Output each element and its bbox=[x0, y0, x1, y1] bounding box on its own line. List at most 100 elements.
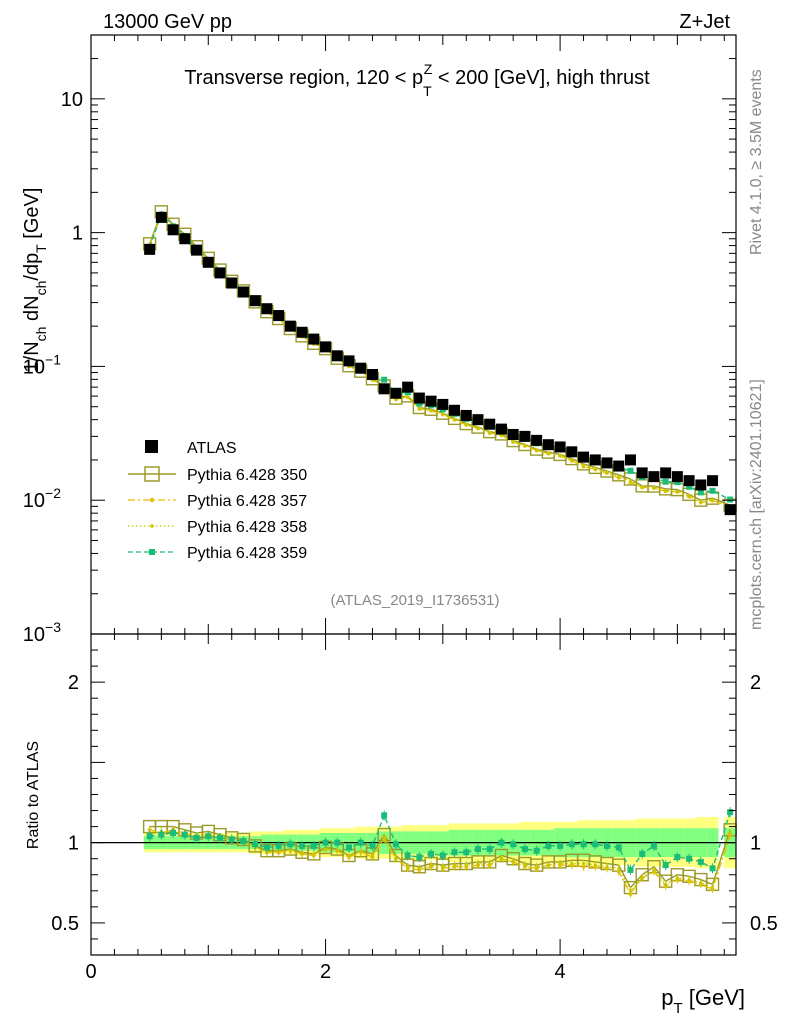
atlas-data-point bbox=[636, 467, 648, 479]
atlas-data-point bbox=[578, 451, 590, 463]
ratio-series-marker bbox=[451, 849, 458, 856]
atlas-data-point bbox=[624, 454, 636, 466]
ratio-series-marker bbox=[498, 839, 505, 846]
ratio-series-marker bbox=[240, 838, 247, 845]
ratio-series-marker bbox=[217, 834, 223, 841]
atlas-data-point bbox=[589, 454, 601, 466]
atlas-data-point bbox=[566, 446, 578, 458]
ratio-series-marker bbox=[428, 850, 435, 857]
main-series-marker bbox=[686, 483, 693, 490]
main-series-marker bbox=[441, 412, 445, 416]
main-series-marker bbox=[406, 394, 410, 399]
main-series-marker bbox=[488, 430, 492, 434]
ratio-series-marker bbox=[381, 812, 388, 819]
ratio-series-marker bbox=[146, 833, 153, 840]
x-tick-label: 2 bbox=[320, 961, 331, 983]
atlas-data-point bbox=[425, 395, 437, 407]
ratio-y-tick-label-left: 2 bbox=[68, 672, 79, 694]
ratio-series-marker bbox=[592, 841, 599, 848]
chart-title: Transverse region, 120 < pTZ < 200 [GeV]… bbox=[184, 61, 650, 99]
main-y-tick-label: 10−1 bbox=[23, 351, 61, 378]
ratio-series-marker bbox=[709, 865, 716, 872]
ratio-y-tick-label-right: 1 bbox=[750, 833, 761, 855]
ratio-series-marker bbox=[605, 865, 609, 869]
ratio-series-marker bbox=[452, 863, 457, 867]
atlas-data-point bbox=[449, 404, 461, 416]
main-series-marker bbox=[664, 488, 668, 492]
legend-label-357: Pythia 6.428 357 bbox=[187, 493, 307, 510]
ratio-series-marker bbox=[488, 861, 492, 866]
main-series-marker bbox=[640, 485, 644, 489]
ratio-y-tick-label-left: 1 bbox=[68, 833, 79, 855]
ratio-series-line bbox=[149, 829, 731, 896]
atlas-data-point bbox=[296, 326, 308, 338]
atlas-data-point bbox=[320, 341, 332, 353]
atlas-data-point bbox=[495, 423, 507, 435]
main-series-marker bbox=[627, 467, 634, 474]
atlas-data-point bbox=[519, 430, 531, 442]
ratio-series-marker bbox=[406, 865, 410, 869]
main-series-marker bbox=[687, 494, 691, 498]
main-series-marker bbox=[464, 422, 468, 426]
main-series-marker bbox=[697, 489, 704, 496]
atlas-data-point bbox=[695, 479, 707, 491]
main-y-tick-label: 1 bbox=[72, 223, 83, 245]
atlas-data-point bbox=[202, 256, 214, 268]
ratio-series-marker bbox=[639, 850, 646, 857]
ratio-series-marker bbox=[370, 853, 375, 858]
main-y-tick-label: 10−2 bbox=[23, 485, 61, 512]
legend-marker-358 bbox=[150, 524, 154, 528]
ratio-series-marker bbox=[323, 847, 328, 851]
ratio-series-marker bbox=[728, 831, 732, 835]
mcplots-note: mcplots.cern.ch [arXiv:2401.10621] bbox=[748, 379, 765, 630]
ratio-y-tick-label-right: 2 bbox=[750, 672, 761, 694]
atlas-data-point bbox=[648, 471, 660, 483]
legend-label-358: Pythia 6.428 358 bbox=[187, 519, 307, 536]
ratio-y-tick-label-left: 0.5 bbox=[51, 913, 79, 935]
rivet-note: Rivet 4.1.0, ≥ 3.5M events bbox=[748, 69, 765, 255]
x-tick-label: 4 bbox=[555, 961, 566, 983]
main-series-marker bbox=[675, 489, 679, 493]
atlas-data-point bbox=[331, 350, 343, 362]
ratio-series-line bbox=[149, 830, 731, 893]
main-series-marker bbox=[628, 479, 633, 483]
atlas-data-point bbox=[613, 460, 625, 472]
ratio-series-marker bbox=[675, 876, 679, 880]
ratio-series-marker bbox=[628, 889, 633, 893]
ratio-series-marker bbox=[510, 841, 517, 848]
atlas-data-point bbox=[671, 471, 683, 483]
ratio-frame bbox=[90, 633, 737, 956]
ratio-series-marker bbox=[346, 844, 352, 851]
main-series-marker bbox=[699, 500, 703, 504]
main-series-marker bbox=[523, 443, 527, 447]
atlas-data-point bbox=[660, 467, 672, 479]
atlas-data-point bbox=[390, 387, 402, 399]
atlas-data-point bbox=[402, 381, 414, 393]
ratio-series-marker bbox=[147, 827, 152, 832]
main-series-marker bbox=[476, 426, 480, 430]
ratio-series-marker bbox=[535, 865, 539, 869]
ratio-series-layer bbox=[142, 807, 737, 899]
legend-marker-atlas bbox=[145, 440, 158, 453]
ratio-series-marker bbox=[310, 842, 317, 849]
legend: ATLAS Pythia 6.428 350 Pythia 6.428 357 … bbox=[128, 440, 307, 562]
atlas-data-point bbox=[179, 233, 191, 245]
ratio-series-marker bbox=[652, 868, 656, 872]
ratio-series-marker bbox=[499, 857, 504, 861]
ratio-series-marker bbox=[627, 866, 634, 873]
atlas-data-point bbox=[249, 295, 261, 307]
legend-marker-359 bbox=[149, 549, 155, 555]
ratio-series-marker bbox=[287, 841, 294, 848]
ratio-series-marker bbox=[228, 836, 235, 843]
ratio-series-marker bbox=[429, 863, 433, 867]
ratio-series-marker bbox=[686, 855, 693, 862]
atlas-data-point bbox=[542, 439, 554, 451]
main-series-marker bbox=[581, 463, 586, 467]
axes-layer: 10 1 10−1 10−2 10−3 2 2 1 1 0.5 0.5 0 2 4 bbox=[23, 34, 778, 983]
ratio-series-marker bbox=[299, 842, 306, 849]
ratio-series-marker bbox=[640, 876, 644, 880]
ratio-series-marker bbox=[581, 861, 586, 866]
main-series-line bbox=[148, 210, 731, 506]
ratio-series-marker bbox=[545, 842, 552, 849]
atlas-data-point bbox=[724, 504, 736, 516]
